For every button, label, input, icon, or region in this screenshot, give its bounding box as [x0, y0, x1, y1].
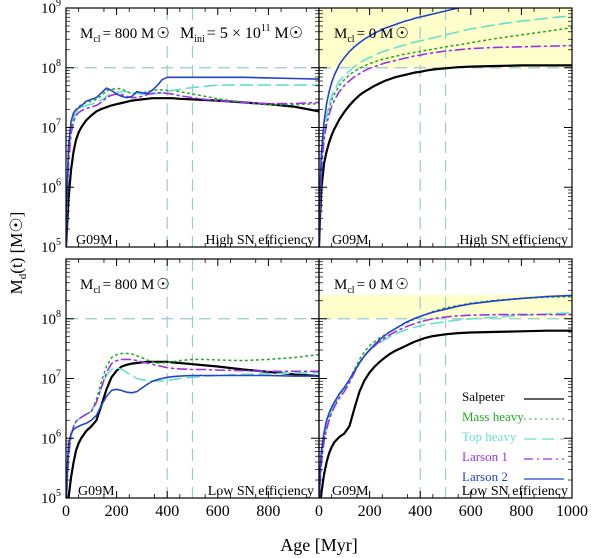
sn-efficiency-label: Low SN efficiency: [462, 484, 568, 499]
panel-top-right-series: [319, 8, 572, 247]
x-tick-label: 0: [315, 503, 323, 520]
series-line-salpeter: [67, 360, 319, 498]
series-line-larson-2: [66, 374, 319, 498]
series-line-top-heavy: [319, 312, 572, 498]
legend-label: Larson 1: [462, 449, 508, 464]
x-tick-label: 400: [155, 503, 179, 520]
panel-top-right-ticks: [318, 7, 573, 248]
model-label: G09M: [78, 484, 115, 499]
panel-top-right: Mcl = 0 M ☉ G09M High SN efficiency: [318, 7, 573, 248]
panel-bottom-left-reference-lines: [66, 259, 319, 498]
x-tick-label: 200: [105, 503, 129, 520]
series-line-mass-heavy: [66, 87, 319, 247]
y-tick-label: 106: [41, 177, 61, 196]
y-tick-label: 108: [41, 58, 61, 77]
sn-efficiency-label: Low SN efficiency: [208, 484, 314, 499]
sn-efficiency-label: High SN efficiency: [205, 233, 314, 248]
panel-top-left-series: [66, 76, 319, 247]
x-tick-label: 600: [206, 503, 230, 520]
panel-bottom-right-frame: [318, 258, 573, 499]
series-line-larson-2: [319, 294, 572, 498]
x-axis-label: Age [Myr]: [280, 535, 357, 555]
series-line-salpeter: [66, 97, 319, 247]
series-line-salpeter: [319, 329, 572, 498]
legend-label: Larson 2: [462, 469, 508, 484]
series-line-larson-1: [66, 358, 319, 498]
odot-sun-icon: ☉: [395, 26, 408, 42]
panel-bottom-left-series: [66, 352, 319, 498]
legend-label: Salpeter: [462, 389, 505, 404]
model-label: G09M: [76, 233, 113, 248]
x-tick-label: 600: [459, 503, 483, 520]
odot-sun-icon: ☉: [156, 26, 169, 42]
mcl-label: Mcl = 800 M ☉: [80, 277, 170, 296]
series-line-mass-heavy: [319, 26, 572, 247]
odot-sun-icon: ☉: [156, 277, 169, 293]
x-tick-label: 800: [509, 503, 533, 520]
mcl-label: Mcl = 0 M ☉: [334, 26, 409, 45]
y-tick-label: 105: [41, 488, 61, 507]
y-tick-label: 106: [41, 428, 61, 447]
panel-bottom-right-ticks: 0 200 400 600 800 1000: [315, 258, 588, 520]
mcl-label: Mcl = 0 M ☉: [334, 277, 409, 296]
x-tick-label: 400: [408, 503, 432, 520]
panel-bottom-left-ticks: 105 106 107 108 0 200 400 600 800: [41, 258, 320, 520]
panel-top-left-reference-lines: [66, 8, 319, 247]
panel-top-left: 105 106 107 108 109 Mcl = 800 M ☉ Mini = 5 × 10…: [41, 0, 320, 256]
y-axis-label: Md(t) [M☉]: [7, 212, 29, 295]
series-line-larson-2: [66, 76, 319, 247]
x-tick-label: 200: [358, 503, 382, 520]
sn-efficiency-label: High SN efficiency: [459, 233, 568, 248]
legend-label: Mass heavy: [462, 409, 524, 424]
odot-sun-icon: ☉: [395, 277, 408, 293]
mcl-label: Mcl = 800 M ☉: [80, 26, 170, 45]
model-label: G09M: [332, 233, 369, 248]
x-tick-label: 800: [256, 503, 280, 520]
series-line-top-heavy: [319, 15, 572, 247]
y-tick-label: 105: [41, 237, 61, 256]
x-tick-label: 1000: [556, 503, 588, 520]
legend-label: Top heavy: [462, 429, 517, 444]
panel-bottom-right-series: [319, 294, 572, 498]
panel-bottom-right: 0 200 400 600 800 1000 Mcl = 0 M ☉ G09M Low SN …: [315, 258, 588, 520]
odot-sun-icon: ☉: [7, 217, 26, 232]
panel-top-right-frame: [318, 7, 573, 248]
y-tick-label: 108: [41, 309, 61, 328]
series-line-larson-1: [319, 313, 572, 498]
series-line-larson-2: [319, 8, 462, 247]
mini-label: Mini = 5 × 1011 M☉: [180, 23, 303, 45]
y-tick-label: 107: [41, 118, 61, 137]
series-line-top-heavy: [66, 84, 319, 247]
x-tick-label: 0: [62, 503, 70, 520]
series-line-larson-1: [319, 44, 572, 247]
model-label: G09M: [332, 484, 369, 499]
y-tick-label: 107: [41, 369, 61, 388]
y-tick-label: 109: [41, 0, 61, 17]
series-line-salpeter: [319, 64, 572, 247]
odot-sun-icon: ☉: [289, 25, 303, 42]
panel-bottom-right-reference-lines: [319, 259, 572, 498]
legend: Salpeter Mass heavy Top heavy Larson 1 Larso…: [462, 389, 564, 484]
panel-bottom-left: 105 106 107 108 0 200 400 600 800 Mcl = 800 M ☉ G0…: [41, 258, 320, 520]
